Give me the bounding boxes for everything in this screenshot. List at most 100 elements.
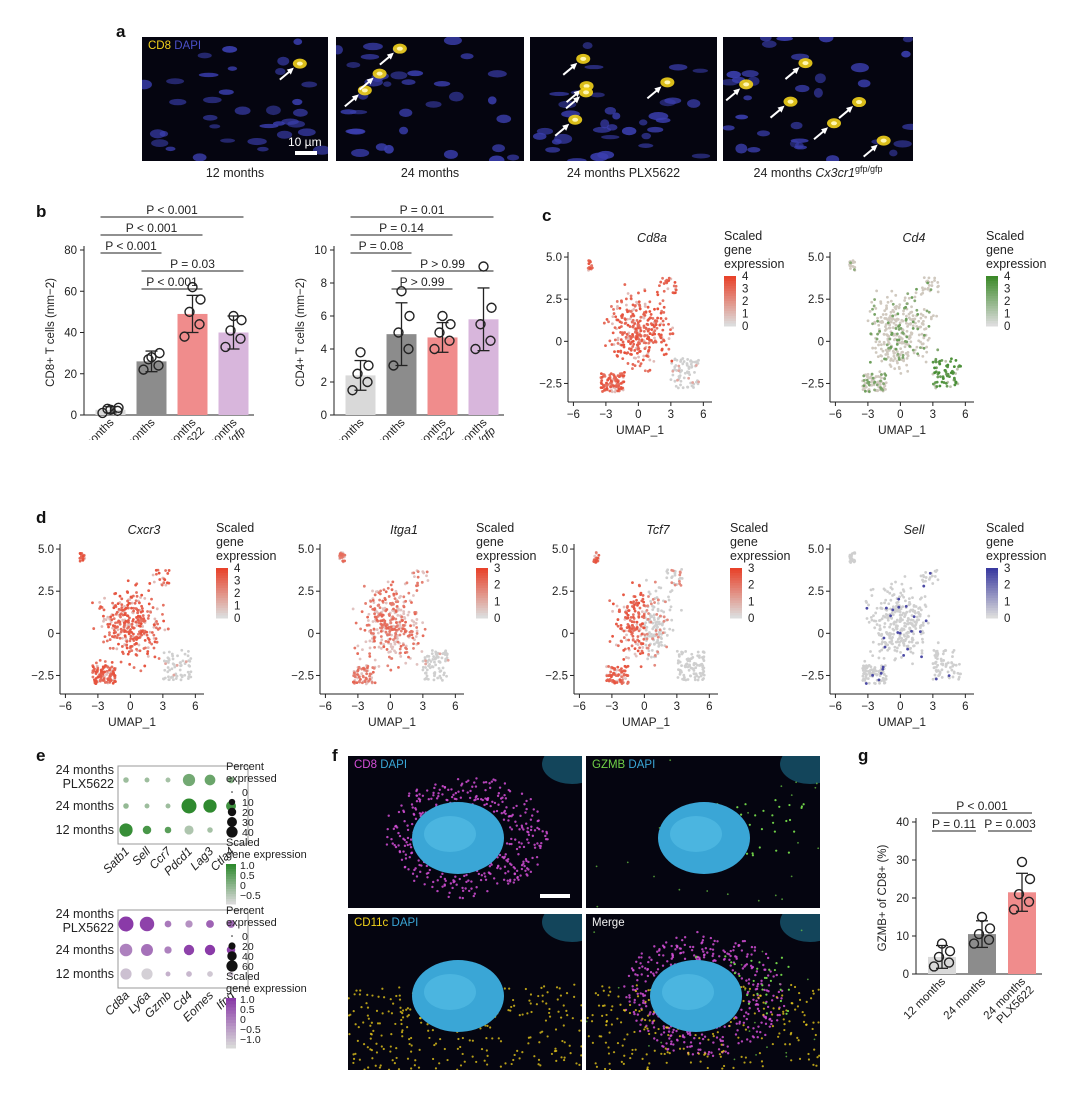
cell-point — [356, 668, 360, 672]
y-tick-label: 60 — [64, 286, 77, 298]
cell-point — [400, 615, 404, 619]
cell-point — [875, 623, 879, 626]
legend-gradient — [226, 1035, 236, 1040]
y-tick-label: 5.0 — [298, 544, 314, 556]
umap-tcf7: −6−3036−2.502.55.0UMAP_1UMAP_2Tcf7Scaled… — [545, 521, 790, 729]
x-tick-label: −6 — [59, 701, 72, 713]
cell-point — [656, 609, 660, 613]
cell-point — [678, 374, 682, 378]
cell-point — [665, 645, 669, 649]
nucleus-blob — [795, 84, 810, 93]
cell-point — [951, 675, 955, 679]
cd11c-puncta — [578, 1029, 581, 1032]
nucleus-blob — [257, 146, 269, 152]
cell-point — [935, 385, 939, 388]
cd8-puncta — [496, 866, 499, 870]
legend-gradient — [226, 1044, 236, 1049]
cell-point — [685, 657, 689, 661]
cd8-puncta — [470, 887, 473, 890]
data-point — [363, 360, 374, 371]
cd8-puncta — [627, 974, 631, 978]
legend-gradient — [730, 608, 742, 611]
cd8-puncta — [390, 837, 393, 841]
cell-point — [631, 332, 634, 336]
data-point — [235, 333, 246, 344]
cd11c-puncta — [524, 987, 527, 991]
cell-point — [610, 305, 613, 308]
cell-point — [367, 612, 371, 616]
cell-point — [912, 644, 916, 648]
cell-point — [607, 665, 610, 668]
cell-point — [911, 314, 915, 318]
cell-point — [898, 595, 901, 599]
cell-point — [864, 385, 868, 389]
cd8-puncta — [688, 1032, 691, 1035]
cell-point — [868, 360, 872, 364]
legend-gradient — [724, 278, 736, 282]
cell-point — [437, 667, 441, 670]
cell-point — [622, 605, 626, 609]
legend-gradient — [724, 318, 736, 322]
cell-point — [926, 279, 929, 283]
legend-tick-label: −0.5 — [240, 890, 261, 902]
cell-point — [169, 676, 173, 679]
cell-point — [924, 327, 928, 331]
cd11c-puncta — [527, 1042, 530, 1045]
cell-point — [402, 632, 406, 636]
cell-point — [189, 670, 193, 674]
legend-gradient — [226, 879, 236, 882]
cell-point — [889, 365, 893, 368]
legend-gradient — [724, 303, 736, 307]
cd8-puncta — [490, 780, 494, 783]
cd8-puncta — [637, 956, 641, 959]
cell-point — [889, 357, 893, 361]
legend-title: gene — [986, 243, 1014, 257]
cell-point — [402, 612, 406, 616]
cd8-puncta — [756, 1036, 759, 1039]
cell-point — [670, 575, 674, 579]
cd11c-puncta — [537, 994, 540, 998]
cd8-puncta — [732, 949, 735, 952]
legend-gradient — [476, 615, 488, 619]
cell-point — [141, 609, 144, 613]
cell-point — [352, 674, 356, 678]
nucleus-blob — [487, 70, 507, 78]
cell-point — [910, 331, 914, 335]
cd8-puncta — [525, 807, 528, 811]
cell-point — [931, 582, 935, 585]
cell-point — [875, 383, 879, 387]
cd8-puncta — [520, 842, 523, 845]
cd8-puncta — [418, 812, 422, 815]
cd8-puncta — [660, 1033, 663, 1036]
cell-point — [933, 366, 936, 370]
cell-point — [143, 597, 147, 600]
x-tick-label: 3 — [668, 409, 674, 421]
cell-point — [384, 624, 388, 628]
cd8-puncta — [742, 1021, 746, 1025]
cell-point — [870, 618, 874, 622]
micrograph-caption: 12 months — [205, 166, 265, 180]
cell-point — [382, 645, 386, 649]
legend-gradient — [986, 615, 998, 619]
cell-point — [898, 631, 902, 635]
y-tick-label: 0 — [562, 628, 568, 640]
cd8-puncta — [450, 795, 454, 799]
cell-point — [173, 665, 177, 669]
cell-point — [869, 380, 873, 384]
nucleus-blob — [340, 109, 357, 115]
cell-point — [366, 619, 370, 622]
cell-point — [896, 624, 899, 628]
gzmb-puncta — [802, 803, 805, 806]
nucleus-blob — [723, 125, 735, 131]
cell-point — [136, 614, 140, 618]
cell-point — [131, 637, 135, 641]
cd11c-puncta — [550, 1052, 554, 1056]
cell-point — [643, 289, 647, 293]
nucleus-blob — [142, 79, 152, 90]
cd8-puncta — [512, 881, 515, 884]
cell-point — [897, 605, 901, 609]
cd8-puncta — [443, 877, 447, 881]
cell-point — [626, 292, 630, 295]
cell-point — [606, 378, 610, 382]
cell-point — [377, 645, 381, 649]
